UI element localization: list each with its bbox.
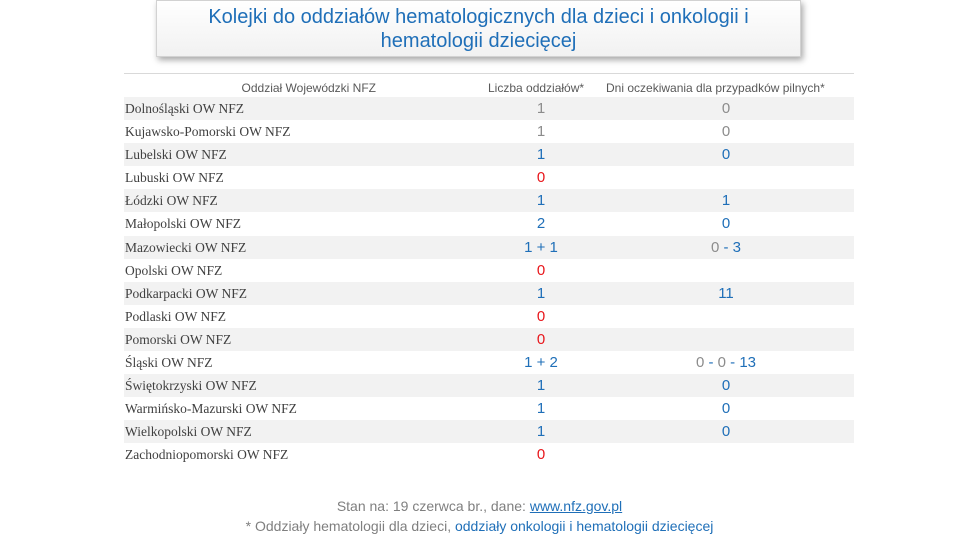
- table-body: Dolnośląski OW NFZ 1 0 Kujawsko-Pomorski OW…: [124, 97, 854, 467]
- ward-count: 1 + 1: [524, 238, 558, 256]
- region-name: Opolski OW NFZ: [125, 262, 223, 278]
- table-row: Kujawsko-Pomorski OW NFZ 1 0: [124, 120, 854, 143]
- region-name: Pomorski OW NFZ: [125, 331, 232, 347]
- wait-days: 0: [721, 100, 731, 117]
- region-name: Podkarpacki OW NFZ: [125, 285, 247, 301]
- header-region: Oddział Wojewódzki NFZ: [241, 81, 376, 95]
- region-name: Wielkopolski OW NFZ: [125, 424, 252, 440]
- ward-count: 1: [536, 123, 546, 141]
- region-name: Lubelski OW NFZ: [125, 147, 227, 163]
- footnote-text: * Oddziały hematologii dla dzieci,: [245, 518, 455, 534]
- wait-days: 0: [721, 146, 731, 164]
- region-name: Dolnośląski OW NFZ: [125, 101, 245, 116]
- queue-table: Oddział Wojewódzki NFZ Liczba oddziałów*…: [124, 73, 854, 467]
- table-header: Oddział Wojewódzki NFZ Liczba oddziałów*…: [124, 74, 854, 97]
- ward-count: 0: [536, 307, 546, 325]
- ward-count: 1: [536, 400, 546, 418]
- header-wait: Dni oczekiwania dla przypadków pilnych*: [606, 81, 825, 95]
- table-row: Podlaski OW NFZ 0: [124, 305, 854, 328]
- header-count: Liczba oddziałów*: [488, 81, 585, 95]
- table-row: Dolnośląski OW NFZ 1 0: [124, 97, 854, 121]
- table-row: Pomorski OW NFZ 0: [124, 327, 854, 352]
- table-row: Śląski OW NFZ 1 + 2 0 - 0 - 13: [124, 351, 854, 374]
- region-name: Podlaski OW NFZ: [125, 308, 227, 324]
- region-name: Warmińsko-Mazurski OW NFZ: [125, 401, 297, 417]
- table-row: Lubuski OW NFZ 0: [124, 166, 854, 189]
- ward-count: 2: [536, 215, 546, 233]
- wait-days: 11: [718, 284, 734, 302]
- table-row: Opolski OW NFZ 0: [124, 259, 854, 282]
- table-row: Łódzki OW NFZ 1 1: [124, 189, 854, 213]
- ward-count: 0: [536, 169, 546, 187]
- ward-count: 1: [536, 284, 546, 302]
- table-row: Świętokrzyski OW NFZ 1 0: [124, 374, 854, 398]
- region-name: Zachodniopomorski OW NFZ: [125, 447, 289, 463]
- ward-count: 1: [536, 377, 546, 395]
- wait-days: 0: [721, 123, 731, 141]
- slide-title-line2: hematologii dziecięcej: [380, 30, 577, 52]
- table-row: Mazowiecki OW NFZ 1 + 1 0 - 3: [124, 235, 854, 259]
- table-row: Zachodniopomorski OW NFZ 0: [124, 443, 854, 466]
- ward-count: 0: [536, 330, 546, 348]
- wait-days: 1: [721, 192, 731, 210]
- table-row: Podkarpacki OW NFZ 1 11: [124, 281, 854, 305]
- ward-count: 0: [536, 261, 546, 279]
- slide-title-line1: Kolejki do oddziałów hematologicznych dl…: [208, 6, 749, 28]
- region-name: Małopolski OW NFZ: [125, 216, 242, 232]
- wait-days: 0: [721, 423, 731, 441]
- source-note: Stan na: 19 czerwca br., dane: www.nfz.g…: [0, 498, 959, 514]
- wait-days: 0: [721, 377, 731, 395]
- slide-title: Kolejki do oddziałów hematologicznych dl…: [156, 0, 801, 57]
- source-text: Stan na: 19 czerwca br., dane:: [336, 498, 530, 514]
- wait-days: 0 - 3: [710, 238, 742, 256]
- ward-count: 0: [536, 446, 546, 464]
- ward-count: 1 + 2: [524, 354, 558, 372]
- wait-days: 0: [721, 400, 731, 418]
- region-name: Kujawsko-Pomorski OW NFZ: [125, 124, 291, 140]
- table-row: Małopolski OW NFZ 2 0: [124, 212, 854, 235]
- region-name: Lubuski OW NFZ: [125, 170, 224, 186]
- region-name: Mazowiecki OW NFZ: [125, 239, 247, 255]
- table-row: Lubelski OW NFZ 1 0: [124, 143, 854, 167]
- footnote-highlight: oddziały onkologii i hematologii dziecię…: [454, 518, 714, 534]
- ward-count: 1: [536, 100, 546, 117]
- region-name: Łódzki OW NFZ: [125, 193, 218, 209]
- table-row: Wielkopolski OW NFZ 1 0: [124, 420, 854, 444]
- table-row: Warmińsko-Mazurski OW NFZ 1 0: [124, 397, 854, 420]
- region-name: Świętokrzyski OW NFZ: [125, 378, 257, 394]
- source-link[interactable]: www.nfz.gov.pl: [529, 498, 623, 514]
- wait-days: 0: [721, 215, 731, 233]
- ward-count: 1: [536, 192, 546, 210]
- ward-count: 1: [536, 146, 546, 164]
- region-name: Śląski OW NFZ: [125, 355, 213, 371]
- ward-count: 1: [536, 423, 546, 441]
- footnote: * Oddziały hematologii dla dzieci, oddzi…: [0, 518, 959, 534]
- wait-days: 0 - 0 - 13: [695, 354, 757, 372]
